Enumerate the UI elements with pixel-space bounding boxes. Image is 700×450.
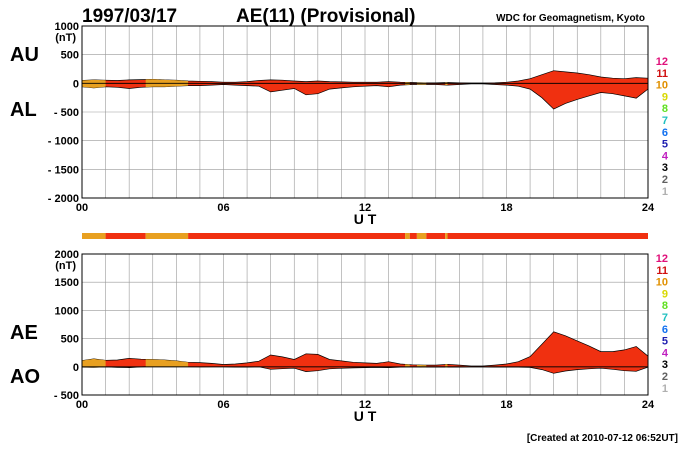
x-tick-label: 06: [217, 202, 229, 214]
y-tick-label: 0: [73, 78, 79, 90]
y-unit-label: (nT): [55, 260, 76, 272]
station-count-segment: [105, 233, 146, 239]
legend-count-7: 7: [662, 312, 668, 324]
legend-count-3: 3: [662, 359, 668, 371]
y-tick-label: 1500: [55, 277, 79, 289]
legend-count-11: 11: [656, 265, 668, 277]
data-source: WDC for Geomagnetism, Kyoto: [496, 13, 645, 24]
legend-count-5: 5: [662, 139, 668, 151]
x-tick-label: 00: [76, 399, 88, 411]
x-tick-label: 06: [217, 399, 229, 411]
x-tick-label: 00: [76, 202, 88, 214]
legend-count-11: 11: [656, 68, 668, 80]
y-tick-label: 2000: [55, 249, 79, 261]
x-tick-label: 24: [642, 399, 655, 411]
legend-count-9: 9: [662, 288, 668, 300]
series-label-al: AL: [10, 99, 37, 121]
legend-count-1: 1: [662, 383, 668, 395]
legend-count-8: 8: [662, 300, 668, 312]
legend-count-4: 4: [662, 150, 669, 162]
station-count-segment: [409, 233, 417, 239]
area-station-count-10: [82, 79, 106, 88]
date-label: 1997/03/17: [82, 6, 177, 27]
station-count-segment: [416, 233, 427, 239]
legend-count-3: 3: [662, 162, 668, 174]
legend-count-1: 1: [662, 186, 668, 198]
created-timestamp: [Created at 2010-07-12 06:52UT]: [526, 433, 678, 444]
legend-count-12: 12: [656, 253, 668, 265]
x-axis-title: U T: [354, 211, 377, 227]
station-count-segment: [426, 233, 446, 239]
legend-count-10: 10: [656, 277, 668, 289]
plot-frame: [81, 25, 649, 199]
x-tick-label: 18: [500, 399, 512, 411]
y-tick-label: - 500: [54, 107, 79, 119]
legend-count-5: 5: [662, 336, 668, 348]
series-label-au: AU: [10, 44, 39, 66]
area-station-count-10: [82, 358, 106, 368]
area-station-count-10: [145, 359, 189, 367]
x-axis-title: U T: [354, 408, 377, 424]
y-tick-label: - 1500: [48, 164, 79, 176]
plot-frame: [81, 253, 649, 396]
x-tick-label: 12: [359, 399, 371, 411]
area-station-count-10: [405, 364, 410, 367]
y-tick-label: - 1000: [48, 136, 79, 148]
legend-count-12: 12: [656, 56, 668, 68]
legend-count-9: 9: [662, 91, 668, 103]
station-count-segment: [405, 233, 410, 239]
station-count-segment: [188, 233, 406, 239]
area-station-count-10: [445, 82, 448, 86]
legend-count-10: 10: [656, 80, 668, 92]
series-label-ae: AE: [10, 322, 38, 344]
series-label-ao: AO: [10, 366, 40, 388]
y-tick-label: 500: [61, 334, 79, 346]
legend-count-7: 7: [662, 115, 668, 127]
y-tick-label: 1000: [55, 305, 79, 317]
x-tick-label: 24: [642, 202, 655, 214]
legend-count-6: 6: [662, 324, 668, 336]
legend-count-8: 8: [662, 103, 668, 115]
legend-count-4: 4: [662, 347, 669, 359]
y-tick-label: 1000: [55, 21, 79, 33]
y-tick-label: - 500: [54, 390, 79, 402]
figure-title: AE(11) (Provisional): [236, 6, 416, 27]
y-unit-label: (nT): [55, 32, 76, 44]
area-al: [82, 82, 648, 110]
legend-count-2: 2: [662, 174, 668, 186]
station-count-segment: [445, 233, 448, 239]
y-tick-label: 0: [73, 362, 79, 374]
legend-count-6: 6: [662, 127, 668, 139]
station-count-segment: [145, 233, 189, 239]
x-tick-label: 18: [500, 202, 512, 214]
legend-count-2: 2: [662, 371, 668, 383]
y-tick-label: - 2000: [48, 193, 79, 205]
station-count-segment: [447, 233, 648, 239]
y-tick-label: 500: [61, 50, 79, 62]
station-count-bar: [82, 233, 648, 239]
x-tick-label: 12: [359, 202, 371, 214]
station-count-segment: [82, 233, 106, 239]
